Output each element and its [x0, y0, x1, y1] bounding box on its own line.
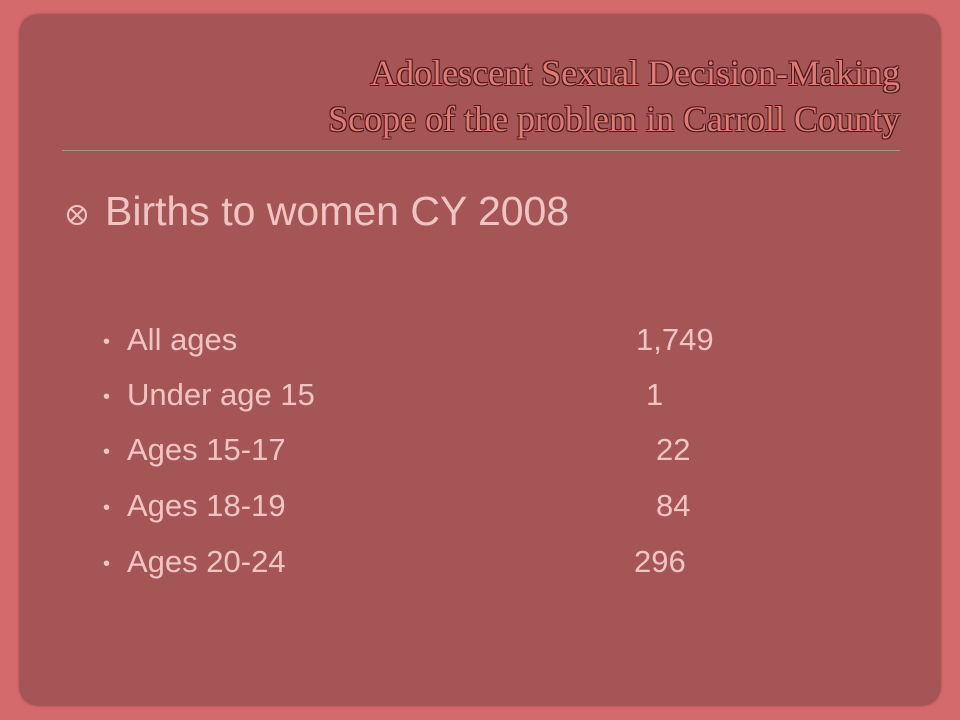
- bullet-item: • Ages 15-17 22: [0, 432, 960, 472]
- title-line: Scope of the problem in Carroll County: [328, 99, 900, 139]
- item-value: 84: [656, 488, 691, 523]
- main-bullet: Births to women CY 2008: [105, 188, 570, 234]
- item-value: 22: [656, 432, 691, 467]
- bullet-dot: •: [103, 497, 111, 519]
- item-label: Ages 20-24: [127, 544, 286, 579]
- bullet-item: • Under age 15 1: [0, 377, 960, 417]
- item-label: Under age 15: [127, 377, 315, 412]
- title-line: Adolescent Sexual Decision-Making: [370, 53, 900, 93]
- divider: [62, 150, 900, 151]
- bullet-item: • All ages 1,749: [0, 322, 960, 362]
- bullet-icon: [67, 205, 87, 225]
- bullet-dot: •: [103, 386, 111, 408]
- item-value: 1: [646, 377, 664, 412]
- item-value: 1,749: [636, 322, 714, 357]
- bullet-dot: •: [103, 441, 111, 463]
- item-label: Ages 15-17: [127, 432, 286, 467]
- item-label: Ages 18-19: [127, 488, 286, 523]
- bullet-item: • Ages 18-19 84: [0, 488, 960, 528]
- item-value: 296: [634, 544, 686, 579]
- bullet-item: • Ages 20-24 296: [0, 544, 960, 584]
- item-label: All ages: [127, 322, 238, 357]
- slide-panel: [20, 15, 940, 705]
- bullet-dot: •: [103, 331, 111, 353]
- bullet-dot: •: [103, 553, 111, 575]
